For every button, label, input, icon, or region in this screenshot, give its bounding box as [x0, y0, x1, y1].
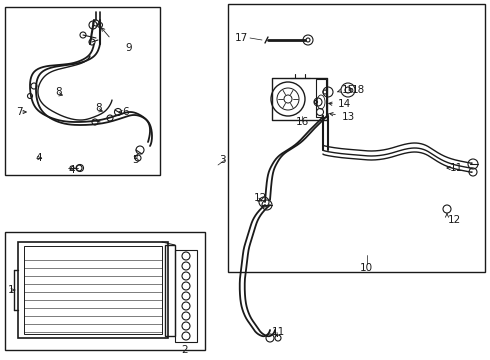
- Text: 7: 7: [16, 107, 23, 117]
- Text: 4: 4: [35, 153, 42, 163]
- Text: 11: 11: [450, 163, 463, 173]
- Text: 13: 13: [342, 112, 355, 122]
- Bar: [175, 250, 197, 342]
- Text: 14: 14: [338, 99, 351, 109]
- Text: 17: 17: [235, 33, 248, 43]
- Text: 12: 12: [448, 215, 461, 225]
- Text: 15: 15: [342, 85, 355, 95]
- Bar: [24, 246, 162, 334]
- Bar: [5, 232, 205, 350]
- Text: 2: 2: [181, 345, 188, 355]
- Text: 4: 4: [68, 165, 74, 175]
- Text: 8: 8: [55, 87, 62, 97]
- Bar: [316, 79, 326, 117]
- Text: 9: 9: [125, 43, 132, 53]
- Bar: [272, 78, 327, 120]
- Text: 18: 18: [352, 85, 365, 95]
- Text: 16: 16: [295, 117, 309, 127]
- Text: 8: 8: [95, 103, 101, 113]
- Bar: [228, 4, 485, 272]
- Text: 10: 10: [360, 263, 373, 273]
- Bar: [5, 7, 160, 175]
- Text: 11: 11: [272, 327, 285, 337]
- Text: 12: 12: [254, 193, 267, 203]
- Text: 1: 1: [8, 285, 15, 295]
- Text: 5: 5: [132, 155, 139, 165]
- Text: 3: 3: [219, 155, 225, 165]
- Bar: [18, 242, 168, 338]
- Bar: [165, 245, 175, 336]
- Text: 6: 6: [122, 107, 129, 117]
